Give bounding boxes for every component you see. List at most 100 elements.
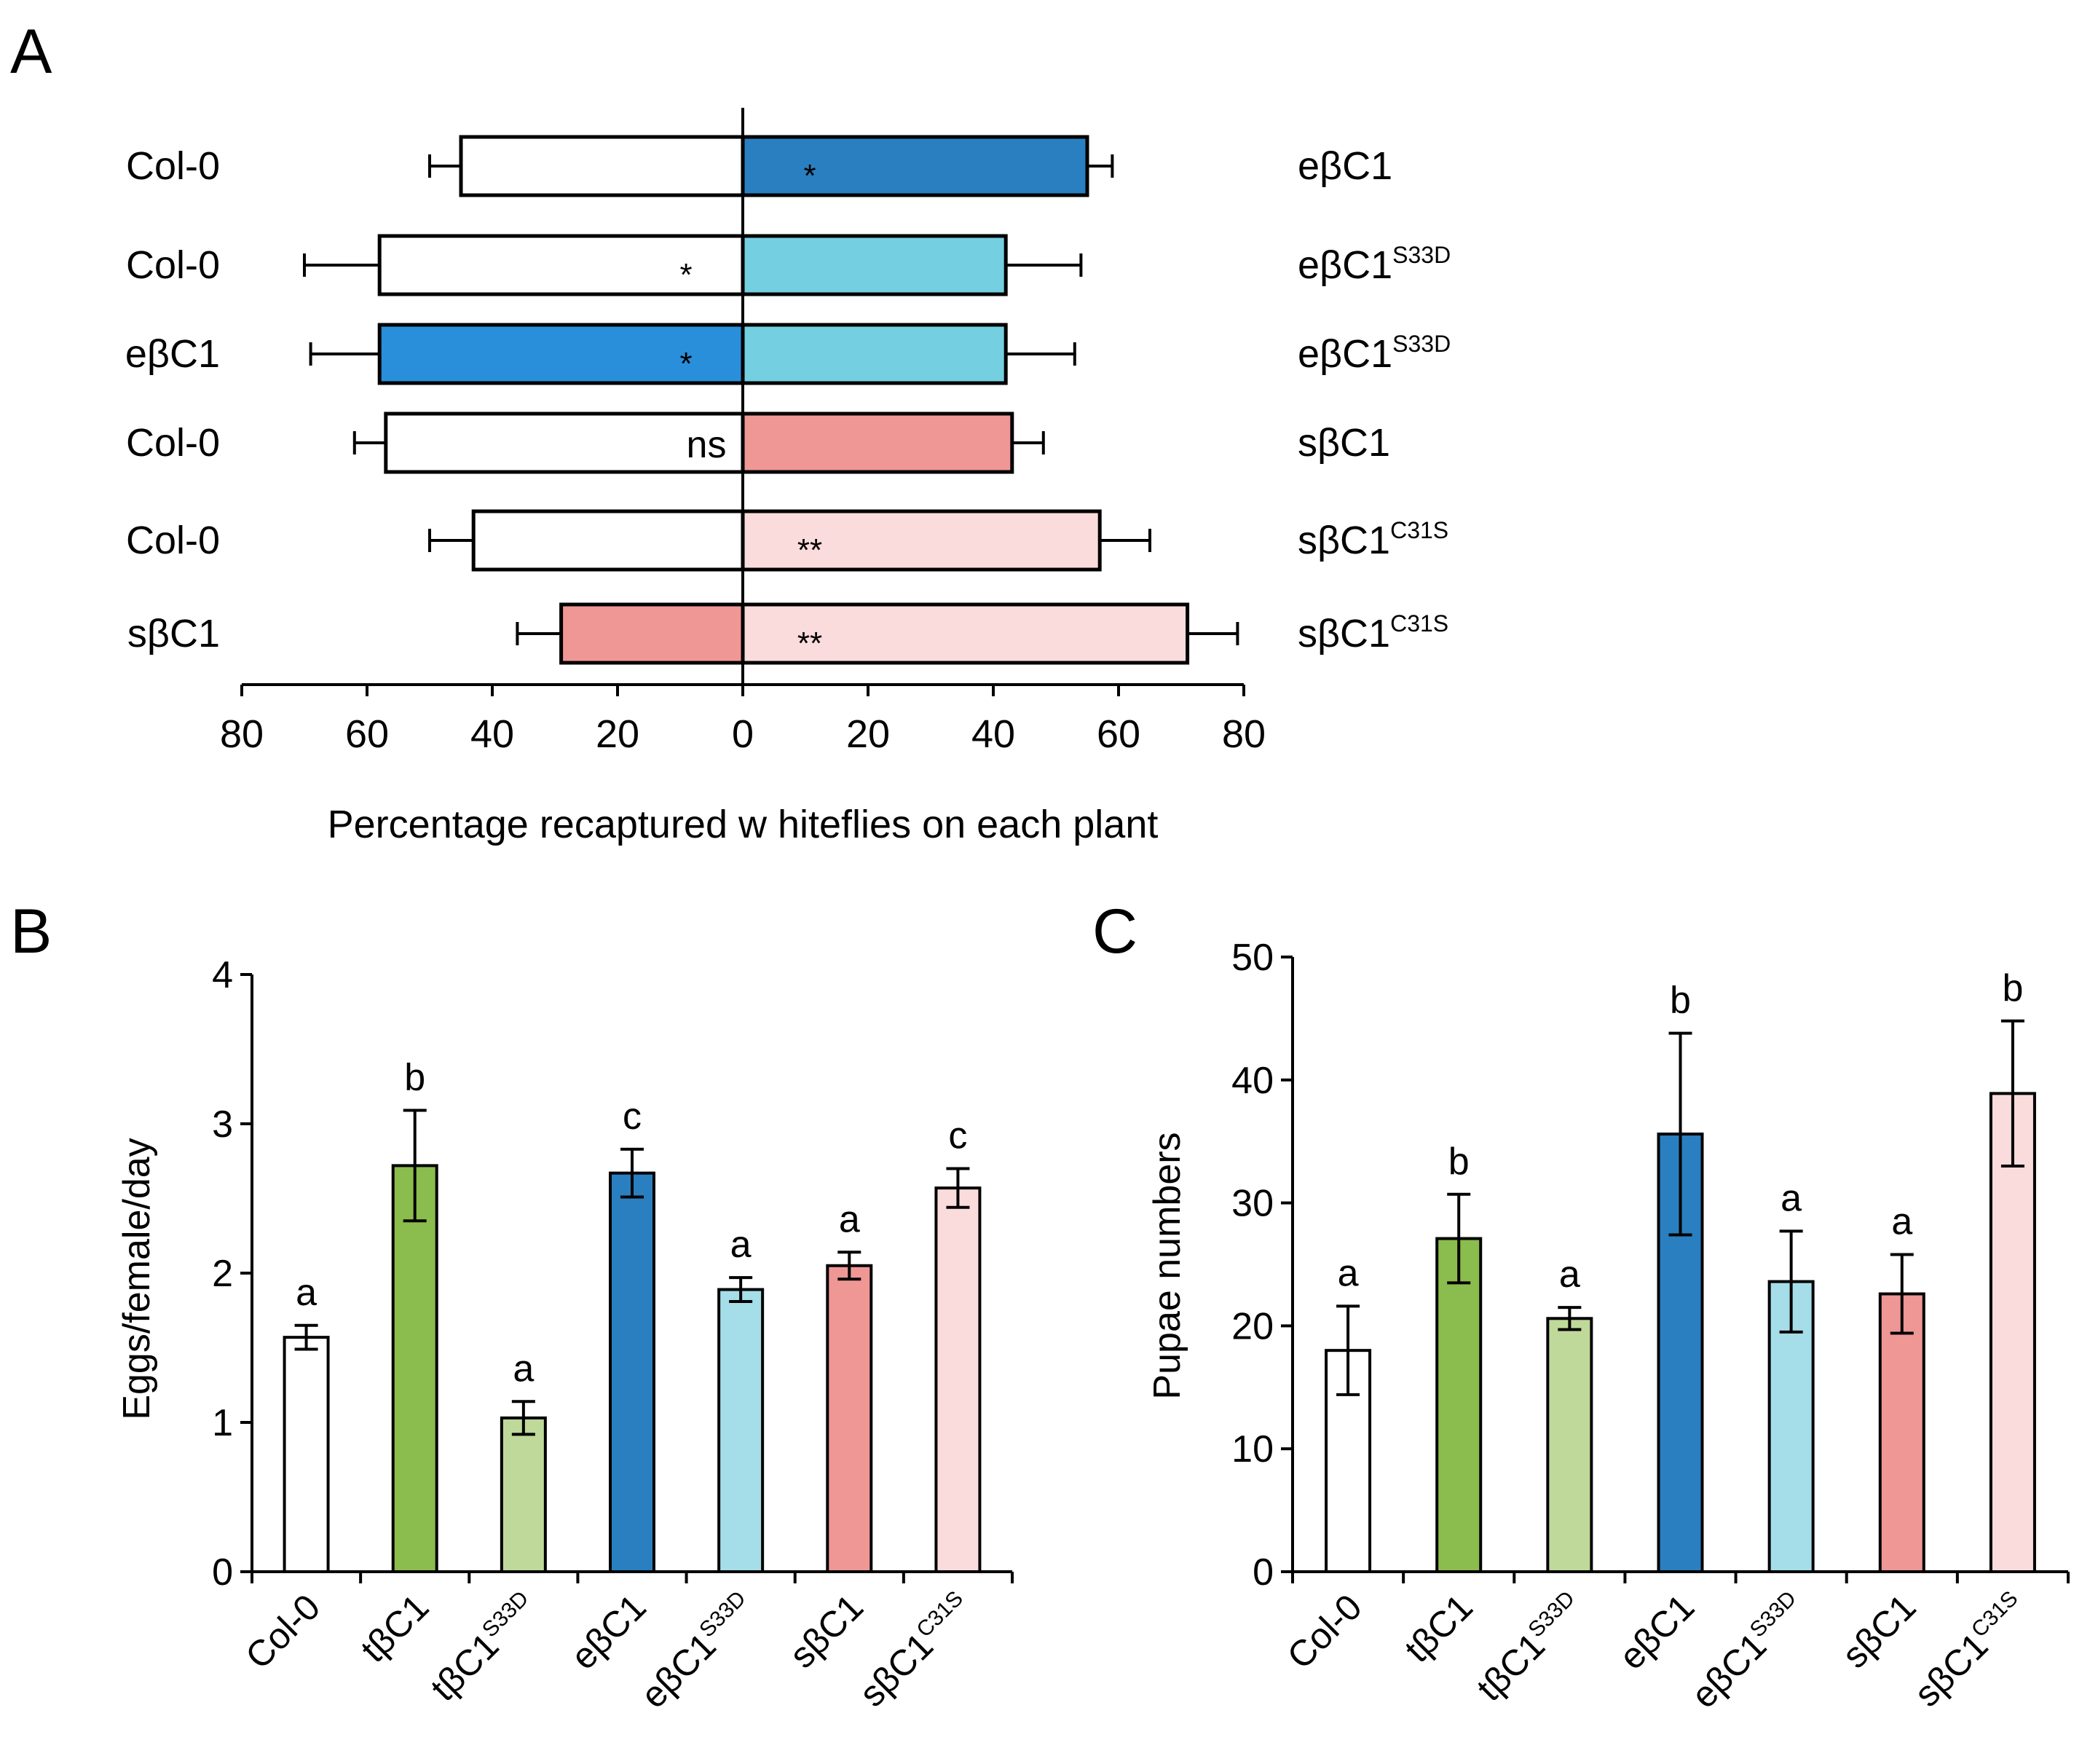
panel-b-bar-2: [500, 1416, 547, 1573]
panel-a-left-bar-5: [559, 602, 745, 665]
panel-b-category-label-0: Col-0: [237, 1586, 328, 1677]
panel-b-y-tick-label-3: 3: [212, 1103, 233, 1146]
panel-c-category-label-0: Col-0: [1279, 1586, 1370, 1677]
panel-b-category-label-3: eβC1: [563, 1586, 654, 1677]
panel-a-x-tick-label-3: 20: [596, 712, 639, 756]
panel-a-right-label-1-base: eβC1: [1298, 243, 1392, 287]
panel-c-category-label-1: tβC1: [1397, 1586, 1480, 1670]
panel-b-y-tick-label-4: 4: [212, 954, 233, 996]
panel-c-category-label-5: sβC1: [1834, 1586, 1924, 1676]
panel-c-category-label-1-base: tβC1: [1397, 1586, 1480, 1670]
panel-b-bar-5: [826, 1264, 873, 1573]
panel-b-chart: Eggs/female/day 0 1 2 3 4 a Col-0 b tβC1 a tβC1S33…: [116, 954, 1014, 1716]
panel-b-letter-5: a: [839, 1198, 860, 1240]
panel-a-x-tick-label-1: 60: [345, 712, 389, 756]
panel-c-letter-3: b: [1670, 980, 1691, 1022]
panel-letter-a: A: [10, 17, 52, 87]
panel-a-left-label-2: eβC1: [125, 332, 220, 376]
panel-c-y-tick-label-3: 30: [1231, 1183, 1274, 1225]
panel-b-category-label-0-base: Col-0: [237, 1586, 328, 1677]
panel-c-letter-6: b: [2002, 967, 2023, 1009]
panel-b-y-tick-label-0: 0: [212, 1551, 233, 1594]
panel-a-right-label-5-superscript: C31S: [1390, 610, 1448, 637]
panel-c-y-tick-label-1: 10: [1231, 1428, 1274, 1470]
panel-a-right-label-2: eβC1S33D: [1298, 331, 1451, 376]
panel-letter-b: B: [10, 897, 52, 966]
panel-b-category-label-4-superscript: S33D: [695, 1586, 750, 1642]
panel-b-bar-0: [283, 1336, 330, 1574]
panel-a-right-label-5-base: sβC1: [1298, 612, 1390, 655]
panel-b-bar-6: [934, 1186, 982, 1573]
panel-b-letter-4: a: [730, 1224, 752, 1266]
panel-c-letter-0: a: [1338, 1252, 1359, 1294]
panel-c-chart: Pupae numbers 0 10 20 30 40 50 a Col-0 b tβC1 a tβC…: [1146, 937, 2070, 1716]
panel-c-category-label-3-base: eβC1: [1611, 1586, 1702, 1677]
panel-c-category-label-6: sβC1C31S: [1906, 1586, 2035, 1714]
panel-b-category-label-4: eβC1S33D: [633, 1586, 762, 1716]
panel-c-category-label-3: eβC1: [1611, 1586, 1702, 1677]
panel-c-category-label-4-superscript: S33D: [1746, 1586, 1801, 1642]
panel-b-bar-3: [609, 1171, 655, 1573]
panel-a-right-label-4-base: sβC1: [1298, 519, 1390, 562]
panel-a-x-tick-label-4: 0: [732, 712, 754, 756]
panel-b-ylabel: Eggs/female/day: [116, 1138, 158, 1420]
panel-a-right-bar-2: [741, 323, 1008, 385]
panel-c-letter-1: b: [1448, 1141, 1470, 1183]
panel-a-significance-0: *: [803, 158, 816, 194]
panel-a-right-label-3: sβC1: [1298, 421, 1390, 465]
panel-a-significance-2: *: [679, 346, 692, 382]
panel-a-right-label-4-superscript: C31S: [1390, 517, 1448, 543]
panel-b-category-label-2: tβC1S33D: [423, 1586, 545, 1709]
panel-a-right-bar-4: [741, 509, 1102, 572]
panel-a-x-tick-label-7: 60: [1097, 712, 1140, 756]
panel-a-right-bar-3: [741, 412, 1014, 474]
panel-a-right-bar-1: [741, 234, 1008, 296]
panel-a-right-bar-0: [741, 135, 1089, 197]
panel-b-y-tick-label-2: 2: [212, 1253, 233, 1295]
panel-a-x-tick-label-8: 80: [1222, 712, 1266, 756]
panel-a-left-label-3: Col-0: [126, 421, 220, 465]
panel-c-category-label-0-base: Col-0: [1279, 1586, 1370, 1677]
panel-a-xlabel: Percentage recaptured w hiteflies on eac…: [328, 803, 1159, 846]
panel-a-chart: Percentage recaptured w hiteflies on eac…: [125, 108, 1451, 846]
panel-b-bar-4: [717, 1288, 765, 1574]
panel-c-bar-6: [1989, 1092, 2036, 1574]
panel-c-category-label-2: tβC1S33D: [1469, 1586, 1591, 1709]
panel-b-category-label-1-base: tβC1: [353, 1586, 437, 1670]
panel-a-left-bar-4: [471, 509, 745, 572]
panel-b-letter-6: c: [948, 1115, 967, 1157]
panel-a-right-label-4: sβC1C31S: [1298, 517, 1448, 562]
panel-c-y-tick-label-4: 40: [1231, 1060, 1274, 1102]
panel-b-y-tick-label-1: 1: [212, 1402, 233, 1444]
panel-b-category-label-2-superscript: S33D: [478, 1586, 533, 1642]
panel-a-significance-3: ns: [687, 424, 727, 466]
panel-a-left-label-0: Col-0: [126, 144, 220, 188]
panel-a-right-label-0: eβC1: [1298, 144, 1392, 188]
panel-a-right-label-2-superscript: S33D: [1392, 331, 1451, 357]
panel-a-left-label-5: sβC1: [127, 612, 220, 655]
panel-c-bar-5: [1878, 1292, 1925, 1573]
panel-a-right-label-2-base: eβC1: [1298, 332, 1392, 376]
panel-b-letter-3: c: [623, 1095, 642, 1138]
panel-c-letter-4: a: [1781, 1177, 1802, 1219]
panel-c-bar-1: [1435, 1237, 1483, 1573]
panel-a-x-tick-label-6: 40: [971, 712, 1015, 756]
panel-a-right-bar-5: [741, 602, 1190, 665]
panel-c-letter-5: a: [1891, 1200, 1912, 1243]
panel-c-letter-2: a: [1559, 1253, 1580, 1296]
panel-a-significance-4: **: [797, 532, 822, 568]
panel-b-bar-1: [391, 1164, 438, 1573]
panel-c-category-label-2-superscript: S33D: [1523, 1586, 1579, 1642]
panel-a-right-label-3-base: sβC1: [1298, 421, 1390, 465]
panel-c-y-tick-label-0: 0: [1253, 1551, 1274, 1594]
panel-b-category-label-6: sβC1C31S: [851, 1586, 979, 1714]
panel-c-ylabel: Pupae numbers: [1146, 1132, 1188, 1399]
panel-b-letter-0: a: [296, 1272, 317, 1314]
panel-a-right-label-5: sβC1C31S: [1298, 610, 1448, 655]
panel-a-left-label-1: Col-0: [126, 243, 220, 287]
panel-b-category-label-5: sβC1: [781, 1586, 871, 1676]
panel-c-y-tick-label-5: 50: [1231, 937, 1274, 979]
panel-a-right-label-1-superscript: S33D: [1392, 242, 1451, 268]
panel-a-significance-5: **: [797, 626, 822, 661]
